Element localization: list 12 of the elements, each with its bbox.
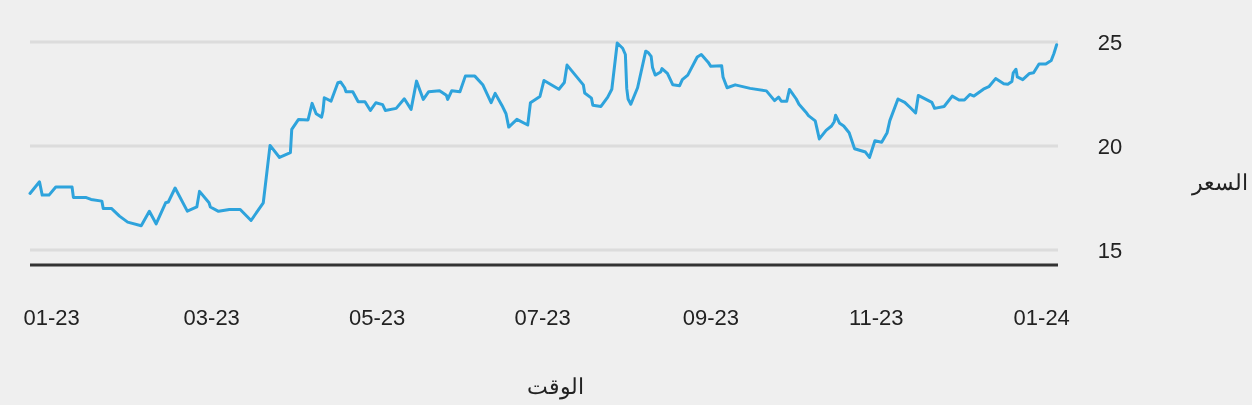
x-tick-label: 01-24 [1013,305,1070,330]
y-tick-label: 15 [1097,237,1123,263]
x-tick-label: 09-23 [682,305,739,330]
x-axis-title: الوقت [526,373,584,400]
x-tick-label: 01-23 [23,305,80,330]
y-tick-label: 20 [1097,133,1123,159]
x-tick-label: 03-23 [183,305,240,330]
y-axis-title: السعر [1191,169,1248,196]
x-tick-label: 07-23 [514,305,571,330]
y-tick-label: 25 [1097,29,1123,55]
x-tick-label: 05-23 [349,305,406,330]
x-tick-label: 11-23 [848,305,904,330]
